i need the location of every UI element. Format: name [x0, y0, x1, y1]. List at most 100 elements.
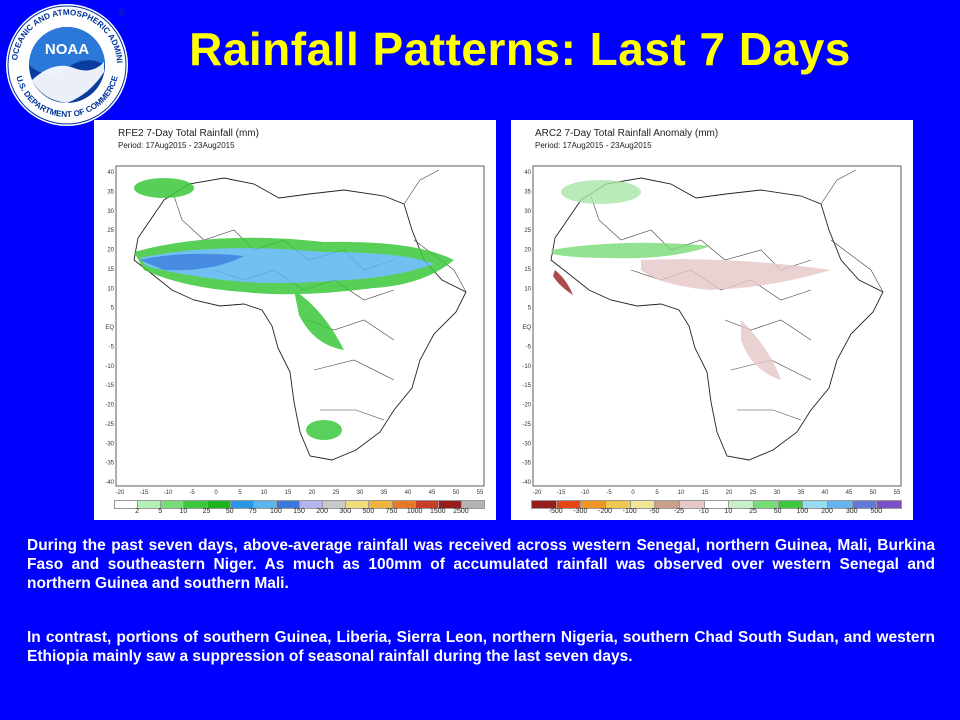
lat-tick-label: -5 [109, 344, 115, 350]
summary-paragraph-2: In contrast, portions of southern Guinea… [27, 629, 935, 665]
lon-tick-label: 0 [631, 490, 635, 496]
lat-tick-label: -40 [105, 480, 114, 486]
lat-tick-label: -10 [105, 364, 114, 370]
lat-tick-label: 40 [107, 170, 114, 176]
lon-tick-label: -5 [189, 490, 195, 496]
legend-label: 150 [293, 508, 305, 515]
legend-swatch [460, 500, 485, 509]
legend-label: 750 [385, 508, 398, 515]
legend-label: 2 [135, 508, 140, 515]
lon-tick-label: 0 [214, 490, 218, 496]
lon-tick-label: 5 [655, 490, 659, 496]
lon-tick-label: -5 [606, 490, 612, 496]
lat-tick-label: -20 [522, 403, 531, 409]
legend-label: 2500 [453, 508, 469, 515]
rainfall-anomaly-map: ARC2 7-Day Total Rainfall Anomaly (mm) P… [511, 120, 913, 520]
lat-tick-label: EQ [105, 325, 114, 331]
rainfall-total-map: RFE2 7-Day Total Rainfall (mm) Period: 1… [94, 120, 496, 520]
lon-tick-label: 10 [261, 490, 268, 496]
legend-swatch [876, 500, 902, 509]
lat-tick-label: -40 [522, 480, 531, 486]
noaa-logo: NATIONAL OCEANIC AND ATMOSPHERIC ADMINIS… [4, 2, 128, 126]
legend-label: 50 [773, 508, 782, 515]
lat-tick-label: 20 [524, 248, 531, 254]
left-lon-ticks: -20 -15 -10 -5 0 5 10 15 20 25 30 35 40 45 50 55 [116, 490, 484, 496]
legend-label: 25 [202, 508, 211, 515]
lon-tick-label: -10 [164, 490, 173, 496]
legend-label: 300 [339, 508, 352, 515]
lon-tick-label: 30 [357, 490, 364, 496]
right-lon-ticks: -20 -15 -10 -5 0 5 10 15 20 25 30 35 40 45 50 55 [533, 490, 901, 496]
legend-label: 1000 [406, 508, 423, 515]
summary-paragraph-1: During the past seven days, above-averag… [27, 537, 935, 592]
legend-label: 200 [316, 508, 328, 515]
legend-label: 500 [870, 508, 883, 515]
lat-tick-label: 40 [524, 170, 531, 176]
registered-mark: ® [118, 8, 126, 19]
lat-tick-label: 5 [528, 306, 532, 312]
lon-tick-label: 35 [798, 490, 805, 496]
lat-tick-label: -30 [522, 441, 531, 447]
rainfall-shading [134, 178, 454, 440]
lon-tick-label: 15 [702, 490, 709, 496]
lon-tick-label: -20 [533, 490, 542, 496]
lon-tick-label: 15 [285, 490, 292, 496]
lat-tick-label: -35 [522, 461, 531, 467]
legend-label: 50 [225, 508, 234, 515]
left-map-title: RFE2 7-Day Total Rainfall (mm) [118, 128, 259, 139]
lon-tick-label: 50 [453, 490, 460, 496]
legend-label: 75 [248, 508, 257, 515]
lat-tick-label: 30 [107, 209, 114, 215]
legend-label: 1500 [429, 508, 446, 515]
lat-tick-label: 25 [524, 228, 531, 234]
left-map-legend: 2 5 10 25 50 75 100 150 200 300 500 750 1000 1500 2500 [114, 500, 485, 518]
lon-tick-label: 20 [726, 490, 733, 496]
legend-label: 200 [821, 508, 833, 515]
lat-tick-label: 10 [524, 286, 531, 292]
legend-label: 100 [796, 508, 809, 515]
legend-label: 5 [158, 508, 163, 515]
left-map-period: Period: 17Aug2015 - 23Aug2015 [118, 141, 235, 150]
lon-tick-label: 45 [429, 490, 436, 496]
lon-tick-label: 5 [238, 490, 242, 496]
lat-tick-label: 5 [111, 306, 115, 312]
legend-label: -100 [622, 508, 637, 515]
legend-label: 100 [270, 508, 282, 515]
lon-tick-label: 30 [774, 490, 781, 496]
slide-title: Rainfall Patterns: Last 7 Days [189, 23, 851, 75]
lon-tick-label: 25 [750, 490, 757, 496]
anomaly-shading [551, 180, 831, 380]
lon-tick-label: 45 [846, 490, 853, 496]
lat-tick-label: -15 [105, 383, 114, 389]
lat-tick-label: 25 [107, 228, 114, 234]
legend-label: -300 [573, 508, 588, 515]
legend-label: -200 [597, 508, 613, 515]
logo-text: NOAA [45, 41, 89, 58]
lon-tick-label: -10 [581, 490, 590, 496]
lat-tick-label: -10 [522, 364, 531, 370]
left-map-canvas: 40 35 30 25 20 15 10 5 EQ -5 -10 -15 -20 -25 -30 -35 -40… [105, 165, 485, 496]
legend-label: -10 [698, 508, 709, 515]
lon-tick-label: 35 [381, 490, 388, 496]
legend-label: 25 [749, 508, 757, 515]
left-lat-ticks: 40 35 30 25 20 15 10 5 EQ -5 -10 -15 -20 -25 -30 -35 -40 [105, 170, 114, 486]
lat-tick-label: -25 [105, 422, 114, 428]
legend-label: -50 [649, 508, 660, 515]
lat-tick-label: -30 [105, 441, 114, 447]
lat-tick-label: EQ [522, 325, 531, 331]
lat-tick-label: -15 [522, 383, 531, 389]
right-map-canvas: 40 35 30 25 20 15 10 5 EQ -5 -10 -15 -20 -25 -30 -35 -40… [522, 165, 902, 496]
africa-outline [550, 177, 884, 461]
lon-tick-label: 55 [894, 490, 901, 496]
lat-tick-label: 30 [524, 209, 531, 215]
legend-label: 300 [845, 508, 858, 515]
legend-label: 500 [362, 508, 375, 515]
lat-tick-label: -25 [522, 422, 531, 428]
lat-tick-label: 15 [524, 267, 531, 273]
right-map-legend: -500 -300 -200 -100 -50 -25 -10 10 25 50 100 200 300… [531, 500, 902, 518]
africa-outline [133, 177, 467, 461]
right-lat-ticks: 40 35 30 25 20 15 10 5 EQ -5 -10 -15 -20 -25 -30 -35 -40 [522, 170, 531, 486]
lon-tick-label: 40 [822, 490, 829, 496]
lon-tick-label: -15 [140, 490, 149, 496]
lat-tick-label: 15 [107, 267, 114, 273]
